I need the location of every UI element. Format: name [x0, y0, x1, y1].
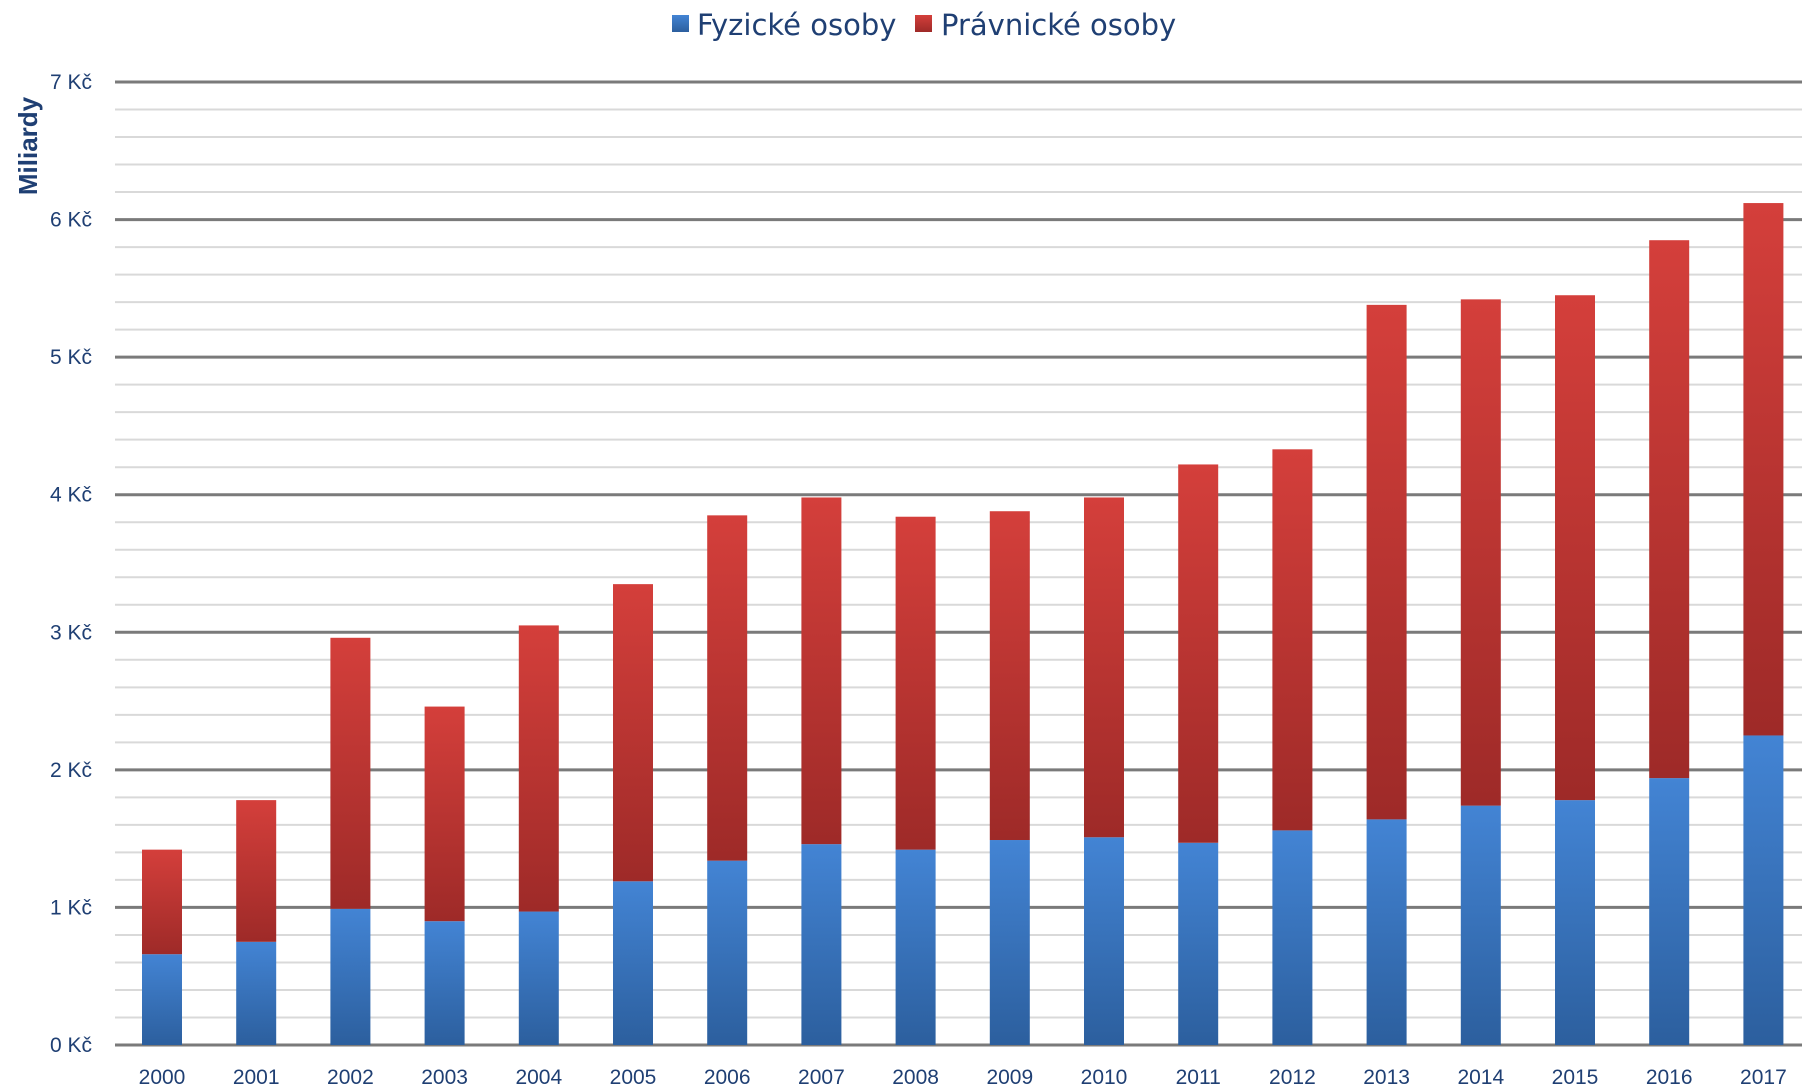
bar-pravnicke-osoby-2000 [142, 849, 182, 955]
bars [142, 203, 1784, 1045]
chart-legend: Fyzické osoby Právnické osoby [672, 8, 1176, 42]
legend-label-pravnicke-osoby: Právnické osoby [941, 8, 1176, 42]
y-tick-label: 6 Kč [50, 209, 92, 232]
y-tick-label: 2 Kč [50, 759, 92, 782]
x-tick-label: 2009 [986, 1066, 1033, 1089]
bar-pravnicke-osoby-2006 [707, 515, 748, 861]
gridlines [115, 80, 1802, 1047]
x-tick-label: 2010 [1081, 1066, 1128, 1089]
bar-fyzicke-osoby-2016 [1649, 778, 1690, 1045]
x-axis-ticks: 2000 2001 2002 2003 2004 2005 2006 2007 2008 2009… [139, 1066, 1787, 1089]
bar-pravnicke-osoby-2014 [1460, 299, 1501, 806]
bar-pravnicke-osoby-2001 [236, 800, 277, 942]
bar-fyzicke-osoby-2010 [1084, 837, 1124, 1045]
bar-fyzicke-osoby-2003 [424, 921, 465, 1045]
bar-pravnicke-osoby-2005 [613, 584, 653, 882]
bar-fyzicke-osoby-2015 [1555, 800, 1595, 1045]
x-tick-label: 2000 [139, 1066, 186, 1089]
bar-pravnicke-osoby-2016 [1649, 240, 1690, 779]
bar-pravnicke-osoby-2017 [1743, 203, 1784, 736]
bar-fyzicke-osoby-2014 [1460, 805, 1501, 1045]
bar-pravnicke-osoby-2002 [330, 637, 371, 909]
x-tick-label: 2015 [1552, 1066, 1599, 1089]
y-tick-label: 5 Kč [50, 346, 92, 369]
legend-swatch-fyzicke-osoby [672, 15, 689, 32]
x-tick-label: 2008 [892, 1066, 939, 1089]
y-axis-title: Miliardy [13, 96, 43, 195]
y-tick-label: 7 Kč [50, 71, 92, 94]
bar-fyzicke-osoby-2004 [518, 911, 559, 1045]
x-tick-label: 2016 [1646, 1066, 1693, 1089]
bar-fyzicke-osoby-2012 [1272, 830, 1313, 1045]
bar-pravnicke-osoby-2004 [518, 625, 559, 912]
bar-pravnicke-osoby-2007 [801, 497, 842, 845]
y-axis-ticks: 0 Kč 1 Kč 2 Kč 3 Kč 4 Kč 5 Kč 6 Kč 7 Kč [50, 71, 92, 1057]
bar-pravnicke-osoby-2011 [1178, 464, 1219, 843]
bar-pravnicke-osoby-2008 [895, 516, 936, 850]
x-tick-label: 2004 [515, 1066, 562, 1089]
x-tick-label: 2013 [1363, 1066, 1410, 1089]
x-tick-label: 2014 [1457, 1066, 1504, 1089]
x-tick-label: 2011 [1176, 1066, 1221, 1089]
bar-pravnicke-osoby-2009 [989, 511, 1030, 841]
bar-fyzicke-osoby-2013 [1366, 819, 1407, 1045]
bar-fyzicke-osoby-2005 [613, 881, 653, 1045]
bar-fyzicke-osoby-2000 [142, 954, 182, 1045]
bar-fyzicke-osoby-2006 [707, 860, 748, 1045]
bar-fyzicke-osoby-2011 [1178, 842, 1219, 1045]
legend-swatch-pravnicke-osoby [915, 15, 932, 32]
bar-pravnicke-osoby-2013 [1366, 304, 1407, 820]
bar-fyzicke-osoby-2002 [330, 908, 371, 1045]
x-tick-label: 2003 [421, 1066, 468, 1089]
x-tick-label: 2007 [798, 1066, 845, 1089]
bar-fyzicke-osoby-2008 [895, 849, 936, 1045]
x-tick-label: 2005 [610, 1066, 657, 1089]
x-tick-label: 2006 [704, 1066, 751, 1089]
legend-label-fyzicke-osoby: Fyzické osoby [697, 8, 896, 42]
x-tick-label: 2001 [233, 1066, 280, 1089]
bar-pravnicke-osoby-2003 [424, 706, 465, 922]
bar-pravnicke-osoby-2015 [1555, 295, 1595, 801]
bar-fyzicke-osoby-2009 [989, 840, 1030, 1045]
bar-fyzicke-osoby-2007 [801, 844, 842, 1045]
bar-pravnicke-osoby-2012 [1272, 449, 1313, 831]
y-tick-label: 1 Kč [50, 896, 92, 919]
bar-fyzicke-osoby-2001 [236, 941, 277, 1045]
bar-pravnicke-osoby-2010 [1084, 497, 1124, 838]
y-tick-label: 0 Kč [50, 1034, 92, 1057]
y-tick-label: 3 Kč [50, 621, 92, 644]
bar-fyzicke-osoby-2017 [1743, 735, 1784, 1045]
x-tick-label: 2012 [1269, 1066, 1316, 1089]
x-tick-label: 2002 [327, 1066, 374, 1089]
x-tick-label: 2017 [1740, 1066, 1787, 1089]
y-tick-label: 4 Kč [50, 484, 92, 507]
